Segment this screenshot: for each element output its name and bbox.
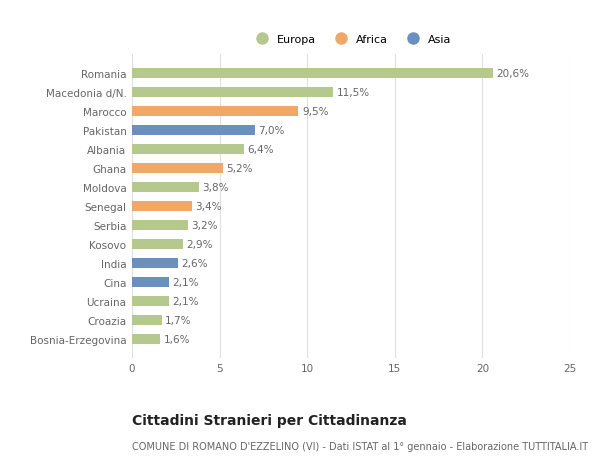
Bar (132, 296, 169, 307)
Text: 2,1%: 2,1% (172, 277, 199, 287)
Text: 3,2%: 3,2% (191, 220, 218, 230)
Bar (132, 126, 254, 136)
Bar (132, 258, 178, 269)
Text: 6,4%: 6,4% (248, 145, 274, 155)
Text: 1,7%: 1,7% (165, 315, 192, 325)
Text: 5,2%: 5,2% (227, 164, 253, 174)
Bar (132, 163, 223, 174)
Bar (132, 145, 244, 155)
Text: 2,6%: 2,6% (181, 258, 208, 269)
Bar (132, 277, 169, 287)
Text: 2,1%: 2,1% (172, 296, 199, 306)
Bar (132, 88, 334, 98)
Text: 3,8%: 3,8% (202, 183, 229, 193)
Text: 7,0%: 7,0% (258, 126, 284, 136)
Bar (132, 69, 493, 79)
Bar (132, 315, 162, 325)
Legend: Europa, Africa, Asia: Europa, Africa, Asia (246, 30, 456, 49)
Text: 20,6%: 20,6% (496, 69, 529, 79)
Text: COMUNE DI ROMANO D'EZZELINO (VI) - Dati ISTAT al 1° gennaio - Elaborazione TUTTI: COMUNE DI ROMANO D'EZZELINO (VI) - Dati … (132, 441, 588, 451)
Text: 2,9%: 2,9% (187, 240, 213, 249)
Text: 1,6%: 1,6% (164, 334, 190, 344)
Bar (132, 106, 298, 117)
Text: 11,5%: 11,5% (337, 88, 370, 98)
Text: 9,5%: 9,5% (302, 107, 328, 117)
Text: 3,4%: 3,4% (195, 202, 221, 212)
Bar (132, 182, 199, 193)
Bar (132, 334, 160, 344)
Bar (132, 202, 191, 212)
Bar (132, 239, 183, 250)
Text: Cittadini Stranieri per Cittadinanza: Cittadini Stranieri per Cittadinanza (132, 413, 407, 427)
Bar (132, 220, 188, 231)
